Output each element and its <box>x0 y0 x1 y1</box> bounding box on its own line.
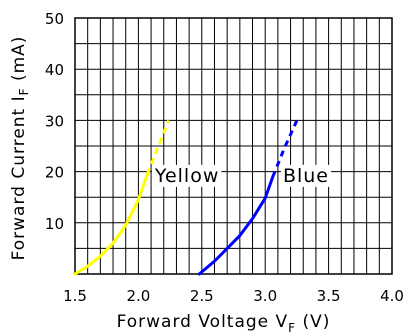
plot-frame <box>74 17 393 275</box>
y-axis-title-sub: F <box>17 87 31 95</box>
axis-titles: Forward Voltage VF (V) Forward Current I… <box>9 36 331 335</box>
x-axis-title-sub: F <box>288 321 296 335</box>
x-axis-title-unit: (V) <box>296 312 330 332</box>
curves <box>73 119 299 276</box>
y-tick-label: 50 <box>45 10 64 28</box>
x-axis-title-main: Forward Voltage V <box>117 312 289 332</box>
series-yellow-solid-line <box>73 172 149 276</box>
y-tick-label: 10 <box>45 215 64 233</box>
series-label-blue: Blue <box>283 165 329 187</box>
y-tick-label: 30 <box>45 112 64 130</box>
y-axis-title-main: Forward Current I <box>9 95 29 260</box>
series-label-bg-yellow <box>151 164 222 187</box>
x-tick-labels: 1.5 2.0 2.5 3.0 3.5 4.0 <box>63 287 404 305</box>
x-tick-label: 2.5 <box>190 287 214 305</box>
x-axis-title: Forward Voltage VF (V) <box>117 312 331 335</box>
grid <box>74 17 393 275</box>
x-tick-label: 3.0 <box>253 287 277 305</box>
x-tick-label: 3.5 <box>317 287 341 305</box>
y-axis-title: Forward Current IF (mA) <box>9 36 31 261</box>
series-blue-solid-line <box>197 175 275 276</box>
series-yellow-dashed-line <box>145 119 171 175</box>
y-axis-title-unit: (mA) <box>9 36 29 88</box>
series-label-yellow: Yellow <box>154 165 220 187</box>
y-tick-label: 20 <box>45 164 64 182</box>
series-labels: Yellow Blue <box>151 164 331 187</box>
y-tick-label: 40 <box>45 61 64 79</box>
y-tick-labels: 10 20 30 40 50 <box>45 10 64 233</box>
x-tick-label: 1.5 <box>63 287 87 305</box>
x-tick-label: 4.0 <box>380 287 404 305</box>
series-label-bg-blue <box>280 164 331 187</box>
x-tick-label: 2.0 <box>126 287 150 305</box>
